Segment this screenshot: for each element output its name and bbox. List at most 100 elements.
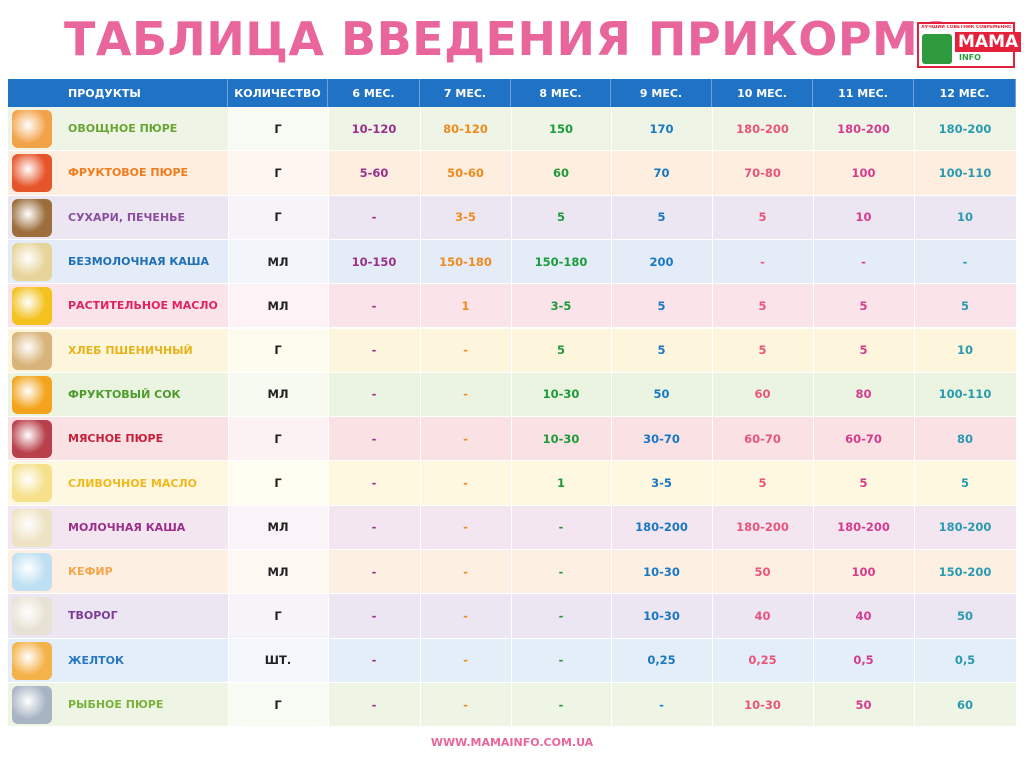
product-image — [12, 110, 52, 148]
cell-divider — [611, 195, 612, 239]
amount: 180-200 — [736, 520, 789, 535]
amount: 150 — [548, 121, 573, 136]
product-image — [12, 287, 52, 326]
cell-divider — [328, 239, 329, 284]
cell-divider — [511, 107, 512, 151]
column-header: 9 МЕС. — [611, 79, 712, 107]
cell-divider — [813, 372, 814, 417]
cell-divider — [511, 461, 512, 505]
amount: 0,5 — [954, 653, 976, 668]
product-name: РЫБНОЕ ПЮРЕ — [68, 698, 164, 712]
cell-divider — [511, 151, 512, 195]
amount: 10-30 — [643, 608, 680, 623]
amount: - — [558, 653, 564, 668]
cell-divider — [813, 284, 814, 328]
cell-divider — [511, 328, 512, 372]
column-header: ПРОДУКТЫ — [8, 79, 228, 107]
cell-divider — [228, 682, 229, 727]
cell-divider — [914, 107, 915, 151]
quantity: Г — [274, 121, 282, 136]
amount: - — [760, 254, 765, 269]
amount: 3-5 — [455, 210, 476, 225]
cell-divider — [712, 239, 713, 284]
amount: 180-200 — [938, 121, 992, 136]
cell-divider — [511, 284, 512, 328]
cell-divider — [712, 195, 713, 239]
cell-divider — [712, 461, 713, 505]
cell-divider — [228, 550, 229, 594]
cell-divider — [328, 594, 329, 638]
column-header: КОЛИЧЕСТВО — [228, 79, 328, 107]
product-image — [12, 420, 52, 459]
cell-divider — [914, 461, 915, 505]
column-header: 7 МЕС. — [420, 79, 511, 107]
quantity: МЛ — [267, 564, 289, 579]
cell-divider — [712, 594, 713, 638]
cell-divider — [611, 505, 612, 549]
amount: 5 — [657, 343, 666, 358]
amount: 50 — [956, 608, 973, 623]
amount: 50 — [855, 697, 872, 712]
cell-divider — [328, 550, 329, 594]
logo-tagline: ЛУЧШИЙ СОВЕТНИК СОВРЕМЕННОЙ МАМЫ — [921, 25, 1011, 30]
cell-divider — [228, 417, 229, 461]
amount: 10 — [956, 210, 973, 225]
amount: 0,25 — [748, 653, 777, 668]
cell-divider — [813, 638, 814, 682]
table-row: РЫБНОЕ ПЮРЕ Г - - - - 10-30 50 60 — [8, 682, 1016, 728]
cell-divider — [420, 461, 421, 505]
cell-divider — [420, 594, 421, 638]
cell-divider — [611, 638, 612, 682]
quantity: Г — [274, 476, 282, 491]
amount: 5 — [758, 343, 767, 358]
amount: 60-70 — [845, 431, 882, 446]
table-row: КЕФИР МЛ - - - 10-30 50 100 150-200 — [8, 550, 1016, 595]
amount: 60 — [956, 697, 973, 712]
cell-divider — [228, 505, 229, 549]
cell-divider — [611, 151, 612, 195]
amount: 80-120 — [443, 121, 488, 136]
cell-divider — [228, 461, 229, 505]
cell-divider — [228, 107, 229, 151]
cell-divider — [420, 107, 421, 151]
table-row: РАСТИТЕЛЬНОЕ МАСЛО МЛ - 1 3-5 5 5 5 5 — [8, 284, 1016, 329]
quantity-bg — [228, 505, 328, 549]
cell-divider — [611, 550, 612, 594]
table-row: ХЛЕБ ПШЕНИЧНЫЙ Г - - 5 5 5 5 10 — [8, 328, 1016, 373]
cell-divider — [328, 107, 329, 151]
amount: - — [371, 653, 377, 668]
cell-divider — [712, 328, 713, 372]
cell-divider — [511, 638, 512, 682]
quantity: Г — [274, 431, 282, 446]
column-header: 8 МЕС. — [511, 79, 611, 107]
amount: 3-5 — [651, 476, 672, 491]
cell-divider — [914, 638, 915, 682]
amount: 5 — [859, 298, 868, 313]
logo: ЛУЧШИЙ СОВЕТНИК СОВРЕМЕННОЙ МАМЫ МАМА IN… — [917, 22, 1022, 68]
quantity-bg — [228, 461, 328, 505]
cell-divider — [328, 195, 329, 239]
cell-divider — [420, 195, 421, 239]
cell-divider — [328, 328, 329, 372]
cell-divider — [712, 550, 713, 594]
amount: 10-30 — [643, 564, 680, 579]
product-image — [12, 553, 52, 591]
cell-divider — [611, 284, 612, 328]
amount: 180-200 — [837, 520, 890, 535]
amount: 80 — [855, 387, 872, 402]
amount: 5 — [556, 210, 565, 225]
cell-divider — [328, 461, 329, 505]
cell-divider — [611, 682, 612, 727]
amount: - — [371, 343, 377, 358]
cell-divider — [611, 461, 612, 505]
cell-divider — [914, 284, 915, 328]
page-title: ТАБЛИЦА ВВЕДЕНИЯ ПРИКОРМА — [64, 12, 955, 66]
amount: 70-80 — [744, 165, 781, 180]
product-name: СУХАРИ, ПЕЧЕНЬЕ — [68, 210, 186, 224]
product-name: ФРУКТОВОЕ ПЮРЕ — [68, 166, 189, 180]
cell-divider — [511, 550, 512, 594]
cell-divider — [813, 461, 814, 505]
cell-divider — [712, 417, 713, 461]
cell-divider — [712, 372, 713, 417]
cell-divider — [420, 284, 421, 328]
